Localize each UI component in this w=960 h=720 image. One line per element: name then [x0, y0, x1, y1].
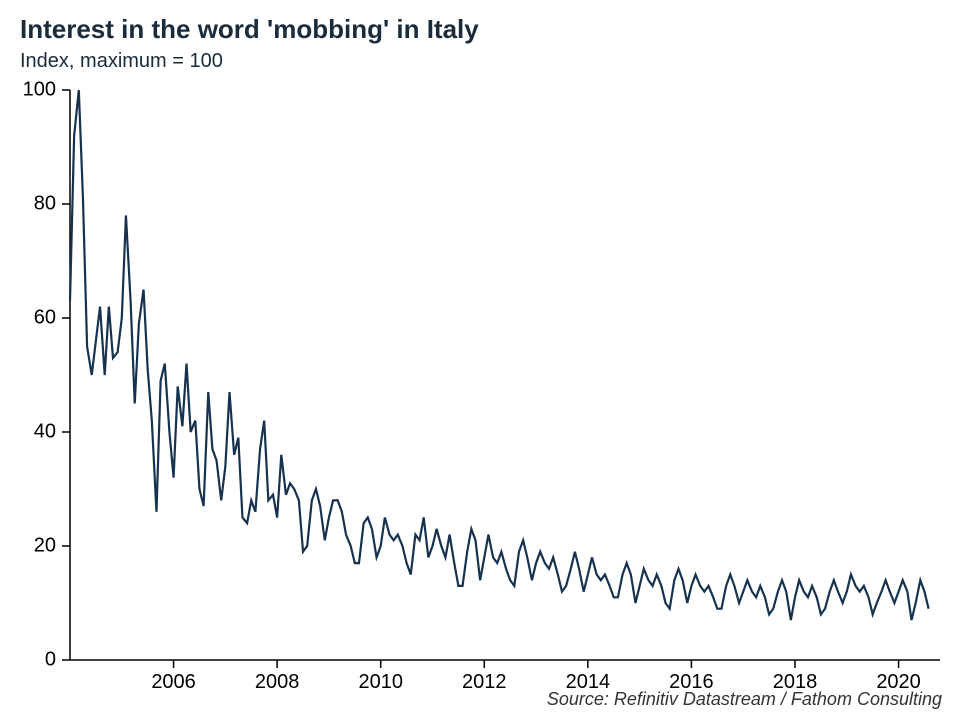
y-tick-label: 40	[34, 420, 56, 442]
chart-source: Source: Refinitiv Datastream / Fathom Co…	[547, 689, 942, 710]
y-tick-label: 80	[34, 192, 56, 214]
y-tick-label: 100	[23, 78, 56, 100]
chart-svg: 0204060801002006200820102012201420162018…	[0, 0, 960, 720]
x-tick-label: 2010	[358, 671, 403, 693]
x-tick-label: 2008	[255, 671, 300, 693]
x-tick-label: 2006	[151, 671, 196, 693]
x-tick-label: 2012	[462, 671, 507, 693]
y-tick-label: 20	[34, 534, 56, 556]
chart-container: Interest in the word 'mobbing' in Italy …	[0, 0, 960, 720]
y-tick-label: 0	[45, 648, 56, 670]
y-tick-label: 60	[34, 306, 56, 328]
series-line	[70, 90, 929, 620]
